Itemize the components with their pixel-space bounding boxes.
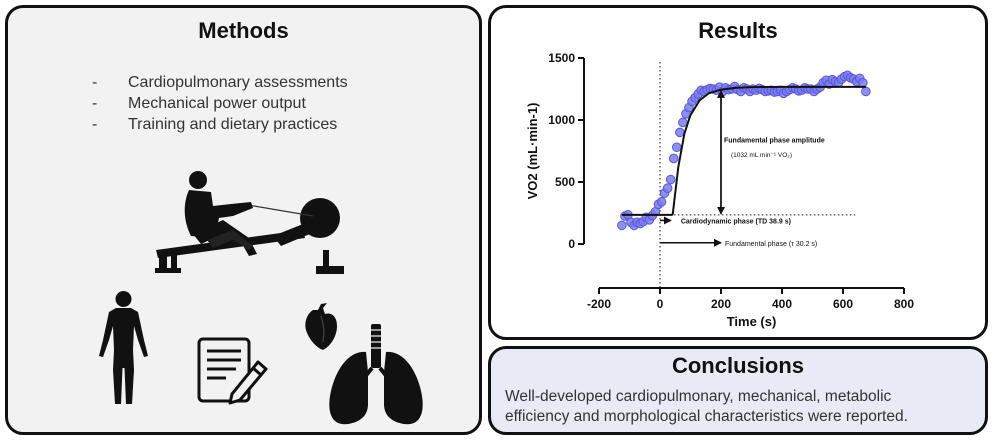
methods-title: Methods	[198, 18, 289, 43]
data-point	[861, 86, 871, 97]
conclusions-panel: Conclusions Well-developed cardiopulmona…	[488, 346, 988, 435]
data-point	[671, 142, 682, 153]
methods-list: - Cardiopulmonary assessments - Mechanical…	[92, 72, 348, 135]
x-tick-label: 600	[833, 297, 853, 311]
data-point	[668, 153, 679, 164]
data-points	[617, 70, 871, 231]
data-point	[665, 174, 676, 185]
model-fit-line	[621, 85, 866, 216]
y-tick-label: 1000	[548, 113, 575, 127]
x-axis-label: Time (s)	[727, 314, 777, 329]
conclusions-text: Well-developed cardiopulmonary, mechanic…	[505, 387, 975, 427]
amplitude-label: Fundamental phase amplitude	[724, 137, 825, 144]
human-body-icon	[99, 291, 148, 404]
document-pencil-icon	[197, 337, 268, 405]
data-point	[675, 127, 685, 138]
y-tick-label: 1500	[548, 51, 575, 65]
methods-list-item: - Cardiopulmonary assessments	[92, 74, 348, 91]
y-tick-label: 0	[568, 237, 575, 251]
amplitude-value: (1032 mL min⁻¹ VO₂)	[731, 152, 792, 159]
data-point	[656, 197, 667, 207]
methods-list-item: - Mechanical power output	[92, 95, 306, 112]
y-tick-label: 500	[555, 175, 575, 189]
data-point	[678, 117, 688, 128]
heart-icon	[305, 303, 337, 350]
conclusions-line: efficiency and morphological characteris…	[505, 408, 908, 425]
methods-panel: Methods - Cardiopulmonary assessments - Me…	[5, 5, 482, 435]
data-point	[617, 220, 627, 231]
data-point	[858, 78, 868, 88]
conclusions-line: Well-developed cardiopulmonary, mechanic…	[505, 388, 892, 405]
data-point	[662, 183, 673, 193]
x-tick-label: 800	[894, 297, 914, 311]
y-axis-label: VO2 (mL·min-1)	[525, 103, 540, 200]
cardiodynamic-label: Cardiodynamic phase (TD 38.9 s)	[681, 218, 791, 225]
x-tick-label: 200	[711, 297, 731, 311]
results-title: Results	[698, 18, 778, 43]
x-tick-label: 400	[772, 297, 792, 311]
methods-list-item: - Training and dietary practices	[92, 116, 338, 133]
x-tick-label: -200	[587, 297, 611, 311]
results-panel: Results 0 500 1000 1500 -200 0 200 400 600 800 Tim…	[488, 5, 988, 340]
vo2-chart: 0 500 1000 1500 -200 0 200 400 600 800 Time (s) VO2…	[525, 51, 914, 329]
conclusions-title: Conclusions	[671, 353, 804, 378]
lungs-icon	[329, 324, 423, 425]
rowing-ergometer-icon	[155, 171, 344, 274]
x-tick-label: 0	[657, 297, 664, 311]
fundamental-label: Fundamental phase (τ 30.2 s)	[725, 241, 817, 248]
